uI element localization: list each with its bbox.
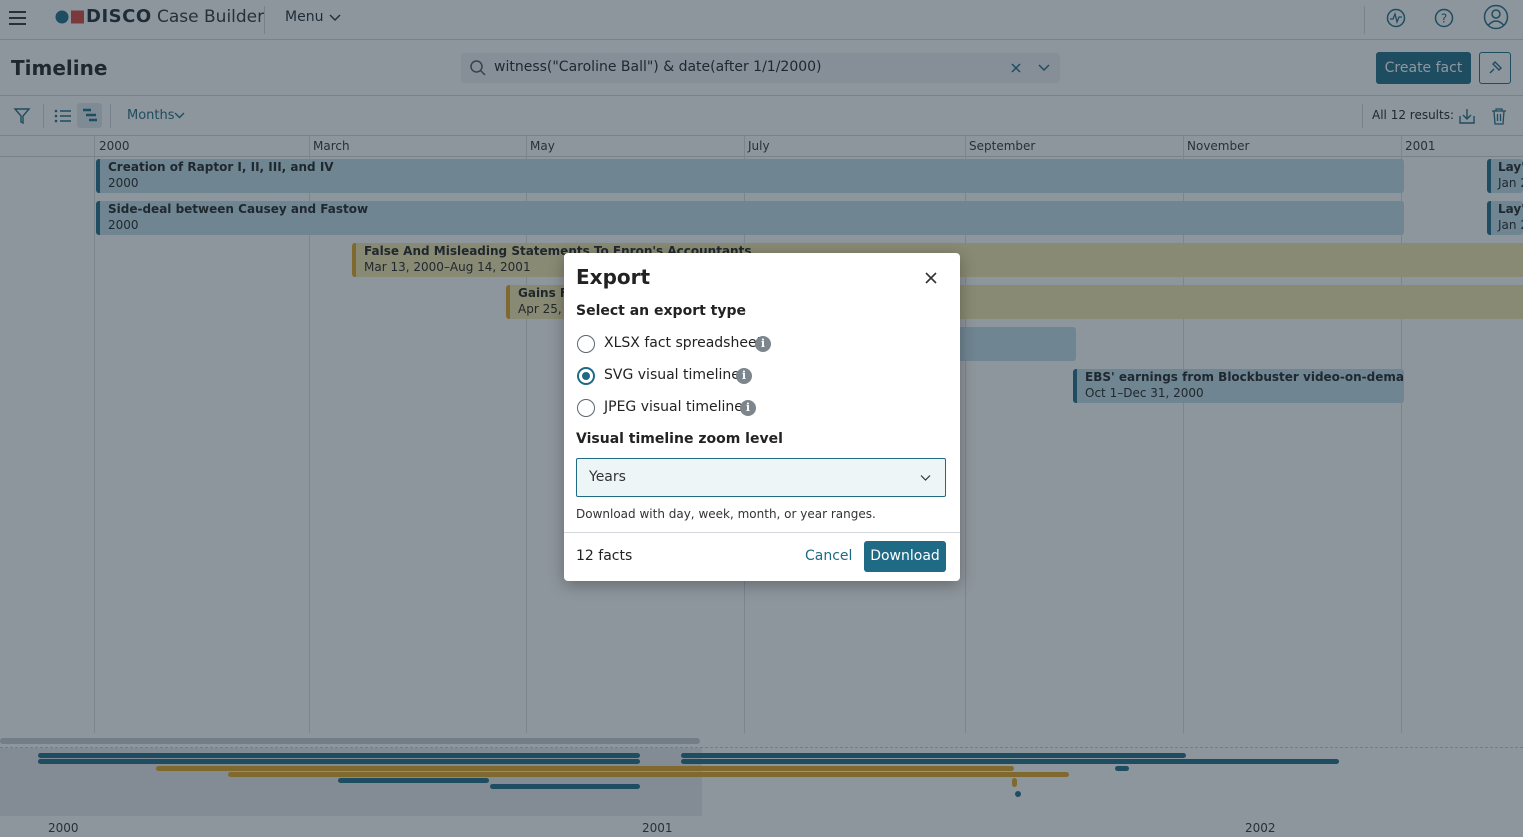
chevron xyxy=(920,475,931,481)
zoom-select[interactable]: Years xyxy=(576,458,946,497)
cancel-button[interactable]: Cancel xyxy=(805,548,853,564)
radio[interactable] xyxy=(577,399,595,417)
radio-label[interactable]: XLSX fact spreadsheet xyxy=(604,335,763,351)
info-icon[interactable]: i xyxy=(740,400,756,416)
radio-label[interactable]: JPEG visual timeline xyxy=(604,399,743,415)
radio[interactable] xyxy=(577,335,595,353)
info-icon[interactable]: i xyxy=(736,368,752,384)
radio-selected[interactable] xyxy=(577,367,595,385)
divider xyxy=(564,532,960,533)
help-text: Download with day, week, month, or year … xyxy=(576,507,876,521)
section-label: Select an export type xyxy=(576,303,746,319)
radio-label[interactable]: SVG visual timeline xyxy=(604,367,740,383)
info-icon[interactable]: i xyxy=(755,336,771,352)
dialog-title: Export xyxy=(576,265,651,289)
fact-count: 12 facts xyxy=(576,548,633,564)
download-button[interactable]: Download xyxy=(864,541,946,572)
select-value: Years xyxy=(589,469,626,485)
export-dialog: Export Select an export type XLSX fact s… xyxy=(564,253,960,581)
close-button[interactable] xyxy=(924,271,938,285)
section-label: Visual timeline zoom level xyxy=(576,431,783,447)
